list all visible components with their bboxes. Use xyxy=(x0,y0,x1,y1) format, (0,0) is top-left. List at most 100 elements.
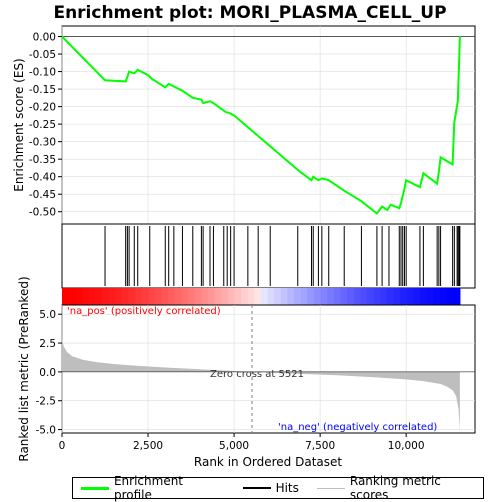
color-bar-segment xyxy=(121,288,129,305)
es-y-tick-label: -0.35 xyxy=(29,154,56,166)
color-bar-segment xyxy=(154,288,163,305)
rank-y-tick-label: 0.0 xyxy=(39,367,56,379)
color-bar-segment xyxy=(134,288,143,305)
legend-item-enrichment: Enrichment profile xyxy=(81,474,225,502)
legend-item-ranking: Ranking metric scores xyxy=(316,474,483,502)
color-bar-segment xyxy=(340,288,348,305)
color-bar-segment xyxy=(148,288,156,305)
negative-correlation-label: 'na_neg' (negatively correlated) xyxy=(278,422,437,433)
color-bar-segment xyxy=(141,288,149,305)
color-bar-segment xyxy=(287,288,295,305)
legend-label-enrichment: Enrichment profile xyxy=(113,474,184,502)
color-bar-segment xyxy=(168,288,176,305)
color-bar-segment xyxy=(274,288,282,305)
color-bar-segment xyxy=(433,288,441,305)
color-bar-segment xyxy=(386,288,395,305)
legend-swatch-ranking xyxy=(316,487,345,489)
es-y-tick-label: -0.30 xyxy=(29,137,56,149)
color-bar-segment xyxy=(307,288,315,305)
legend-label-ranking: Ranking metric scores xyxy=(349,474,441,502)
color-bar-segment xyxy=(313,288,322,305)
legend-label-hits: Hits xyxy=(275,481,299,495)
x-tick-label: 2,500 xyxy=(133,440,163,452)
color-bar-segment xyxy=(406,288,415,305)
legend-item-hits: Hits xyxy=(242,481,299,495)
color-bar-segment xyxy=(413,288,421,305)
color-bar-segment xyxy=(161,288,169,305)
color-bar-segment xyxy=(360,288,368,305)
es-y-tick-label: -0.40 xyxy=(29,172,56,184)
color-bar-segment xyxy=(241,288,249,305)
color-bar-segment xyxy=(400,288,408,305)
color-bar-segment xyxy=(194,288,202,305)
color-bar-segment xyxy=(95,288,103,305)
color-bar-segment xyxy=(426,288,434,305)
color-bar-segment xyxy=(353,288,361,305)
x-axis-ticks: 0 2,500 5,000 7,500 10,000 xyxy=(59,433,425,452)
es-y-tick-label: 0.00 xyxy=(33,32,56,44)
es-y-tick-label: -0.20 xyxy=(29,102,56,114)
hits-marks xyxy=(104,226,461,286)
color-bar-segment xyxy=(214,288,222,305)
zero-cross-annotation: Zero cross at 5521 xyxy=(210,369,304,380)
color-bar-segment xyxy=(115,288,123,305)
color-bar-segment xyxy=(101,288,110,305)
color-bar-segment xyxy=(227,288,236,305)
es-y-axis-label: Enrichment score (ES) xyxy=(12,58,26,191)
legend-swatch-hits xyxy=(242,487,271,489)
legend: Enrichment profile Hits Ranking metric s… xyxy=(72,474,484,502)
es-y-tick-label: -0.45 xyxy=(29,189,56,201)
color-bar-segment xyxy=(260,288,269,305)
rank-y-tick-label: -5.0 xyxy=(36,425,57,437)
color-bar-segment xyxy=(367,288,375,305)
color-bar-segment xyxy=(181,288,189,305)
color-bar-segment xyxy=(347,288,355,305)
rank-y-tick-label: 5.0 xyxy=(39,309,56,321)
color-bar-segment xyxy=(294,288,302,305)
color-bar-segment xyxy=(108,288,116,305)
color-bar-segment xyxy=(207,288,216,305)
color-bar-segment xyxy=(280,288,289,305)
rank-y-tick-label: 2.5 xyxy=(39,338,56,350)
color-bar-segment xyxy=(62,288,70,305)
color-bar-segment xyxy=(327,288,335,305)
es-y-tick-label: -0.10 xyxy=(29,67,56,79)
positive-correlation-label: 'na_pos' (positively correlated) xyxy=(67,306,221,317)
enrichment-profile-line xyxy=(61,35,461,215)
color-bar-segment xyxy=(439,288,448,305)
x-tick-label: 0 xyxy=(59,440,66,452)
color-bar-segment xyxy=(234,288,242,305)
color-bar-segment xyxy=(446,288,454,305)
color-bar-segment xyxy=(453,288,461,305)
es-y-tick-label: -0.25 xyxy=(29,119,56,131)
rank-y-ticks: 5.0 2.5 0.0 -2.5 -5.0 xyxy=(36,309,62,437)
color-bar-segment xyxy=(187,288,196,305)
es-y-tick-label: -0.50 xyxy=(29,207,56,219)
color-bar-segment xyxy=(300,288,308,305)
color-bar-segment xyxy=(88,288,96,305)
es-y-tick-label: -0.05 xyxy=(29,49,56,61)
color-bar-segment xyxy=(267,288,275,305)
chart-title: Enrichment plot: MORI_PLASMA_CELL_UP xyxy=(53,3,446,23)
x-axis-label: Rank in Ordered Dataset xyxy=(194,455,342,469)
color-bar-segment xyxy=(333,288,342,305)
x-tick-label: 10,000 xyxy=(388,440,425,452)
es-y-ticks: 0.00 -0.05 -0.10 -0.15 -0.20 -0.25 -0.30 -0.35 -… xyxy=(29,32,62,219)
rank-y-tick-label: -2.5 xyxy=(36,396,57,408)
color-bar-segment xyxy=(373,288,381,305)
color-bar-segment xyxy=(380,288,388,305)
color-bar-segment xyxy=(221,288,229,305)
color-bar-segment xyxy=(174,288,182,305)
color-bar-segment xyxy=(75,288,83,305)
es-y-tick-label: -0.15 xyxy=(29,84,56,96)
es-gridlines xyxy=(61,26,475,224)
hits-panel-frame xyxy=(61,223,476,289)
x-tick-label: 7,500 xyxy=(305,440,335,452)
color-bar-segment xyxy=(68,288,76,305)
color-bar-segment xyxy=(81,288,90,305)
color-bar-segment xyxy=(320,288,328,305)
color-bar-segment xyxy=(254,288,262,305)
legend-swatch-enrichment xyxy=(81,486,109,490)
color-bar-segment xyxy=(393,288,401,305)
